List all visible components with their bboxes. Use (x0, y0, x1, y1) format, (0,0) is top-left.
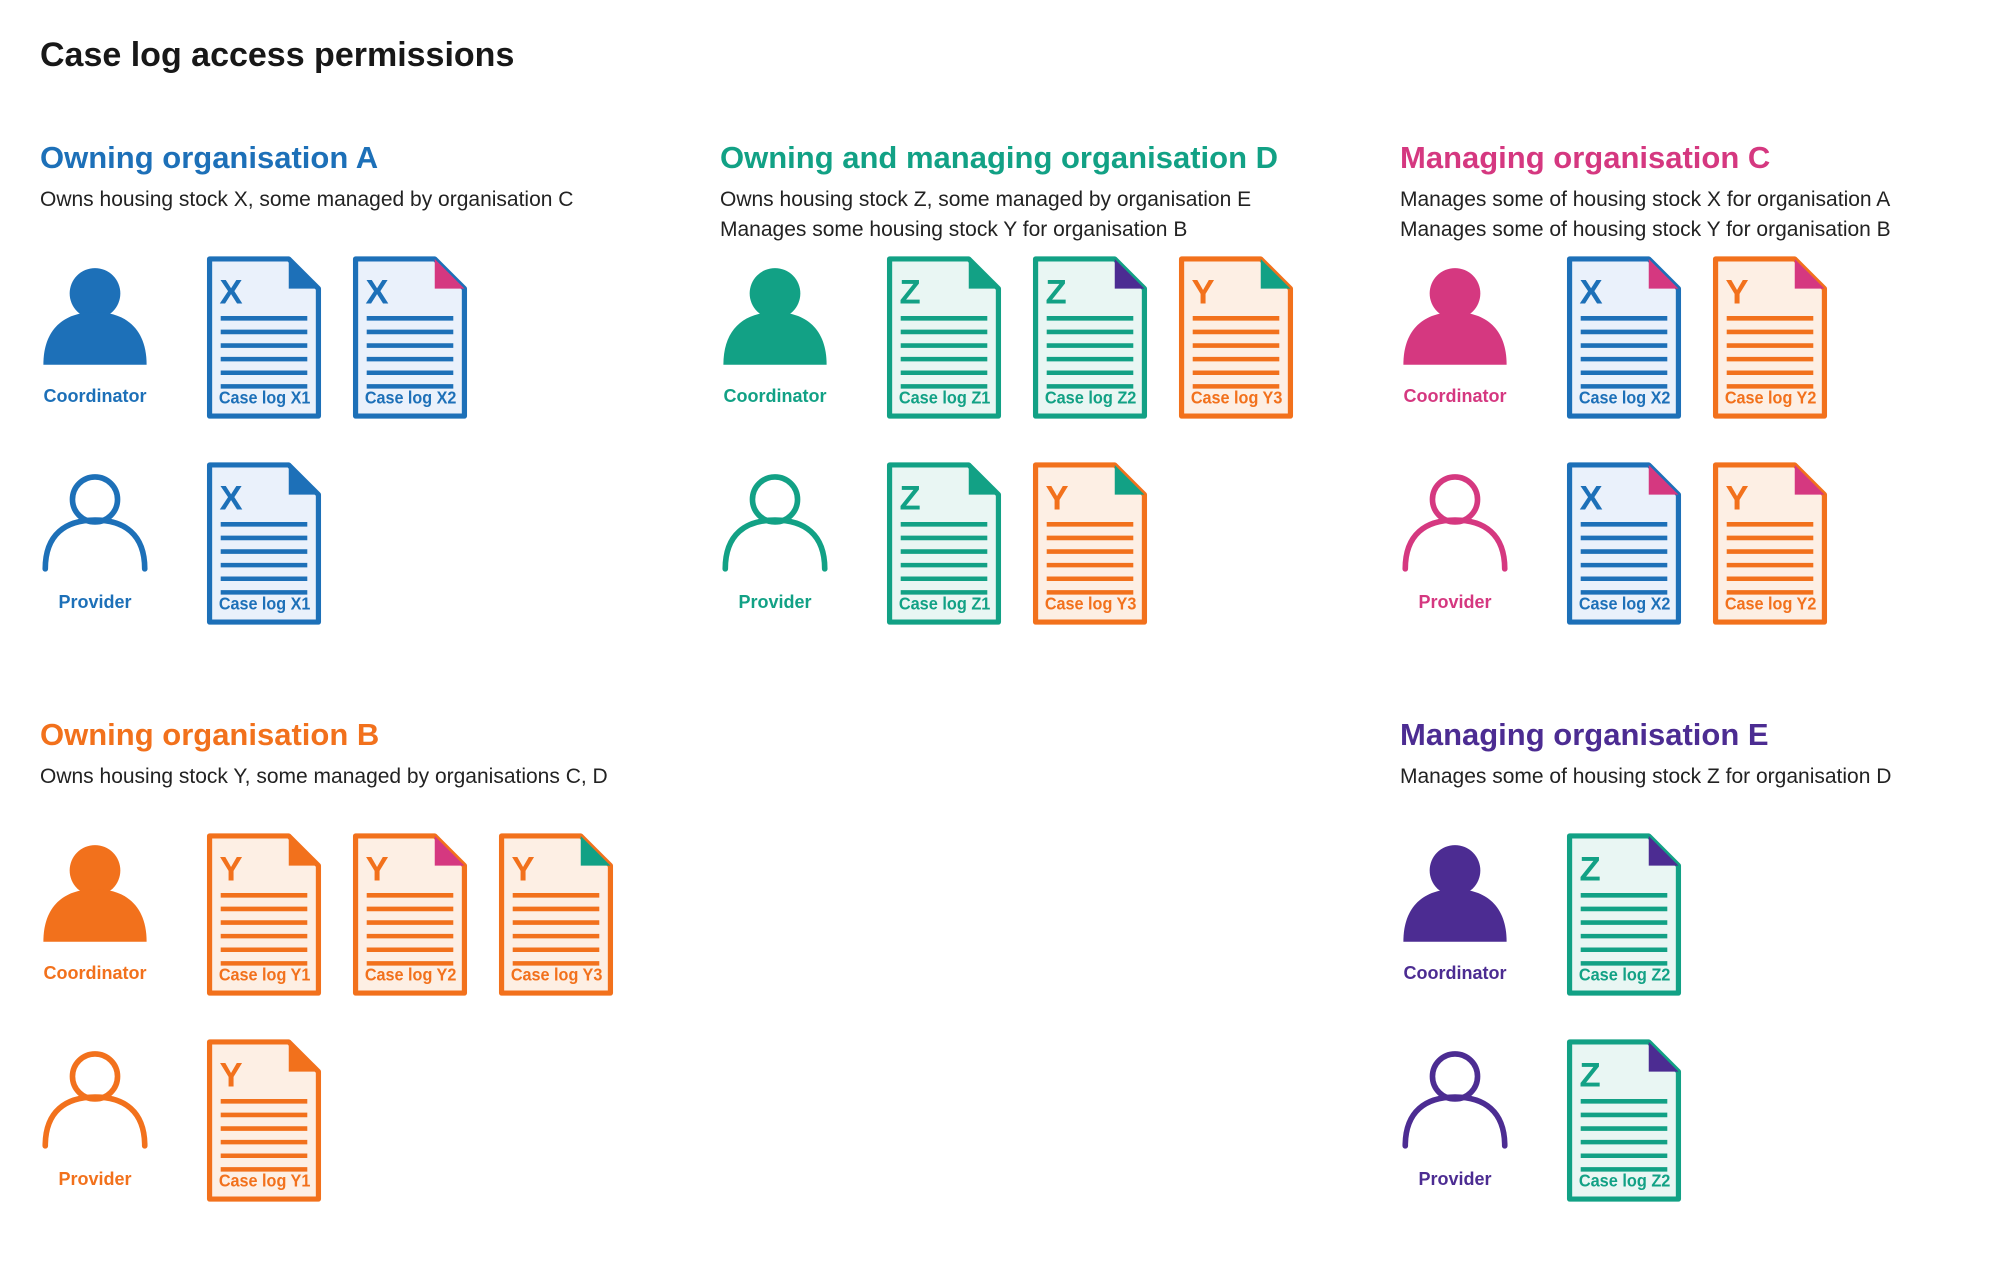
svg-text:Case log Y1: Case log Y1 (219, 965, 311, 985)
svg-text:Case log X1: Case log X1 (219, 594, 311, 614)
svg-text:Case log Y3: Case log Y3 (1045, 594, 1137, 614)
svg-text:Case log Y2: Case log Y2 (1725, 388, 1817, 408)
svg-text:Y: Y (1725, 479, 1748, 517)
svg-text:Case log Y2: Case log Y2 (1725, 594, 1817, 614)
svg-text:Case log X2: Case log X2 (1579, 388, 1671, 408)
svg-text:Case log X2: Case log X2 (1579, 594, 1671, 614)
svg-text:X: X (219, 273, 242, 311)
svg-text:Case log Y1: Case log Y1 (219, 1171, 311, 1191)
svg-text:Case log Z2: Case log Z2 (1579, 1171, 1671, 1191)
svg-text:Y: Y (1191, 273, 1214, 311)
svg-text:Case log Z1: Case log Z1 (899, 388, 991, 408)
svg-text:Y: Y (1725, 273, 1748, 311)
svg-text:Case log Z2: Case log Z2 (1045, 388, 1137, 408)
svg-text:Z: Z (899, 479, 920, 517)
svg-text:Y: Y (1045, 479, 1068, 517)
svg-text:Z: Z (899, 273, 920, 311)
svg-text:Y: Y (511, 850, 534, 888)
svg-text:Case log Z1: Case log Z1 (899, 594, 991, 614)
svg-text:X: X (1579, 479, 1602, 517)
svg-text:Case log Y2: Case log Y2 (365, 965, 457, 985)
svg-text:X: X (1579, 273, 1602, 311)
svg-text:Z: Z (1045, 273, 1066, 311)
svg-text:Case log Z2: Case log Z2 (1579, 965, 1671, 985)
svg-text:Z: Z (1579, 1056, 1600, 1094)
svg-text:Y: Y (219, 850, 242, 888)
svg-text:X: X (219, 479, 242, 517)
svg-text:X: X (365, 273, 388, 311)
svg-text:Y: Y (365, 850, 388, 888)
svg-text:Case log Y3: Case log Y3 (1191, 388, 1283, 408)
svg-text:Y: Y (219, 1056, 242, 1094)
svg-text:Case log X2: Case log X2 (365, 388, 457, 408)
svg-text:Case log X1: Case log X1 (219, 388, 311, 408)
svg-text:Z: Z (1579, 850, 1600, 888)
svg-text:Case log Y3: Case log Y3 (511, 965, 603, 985)
